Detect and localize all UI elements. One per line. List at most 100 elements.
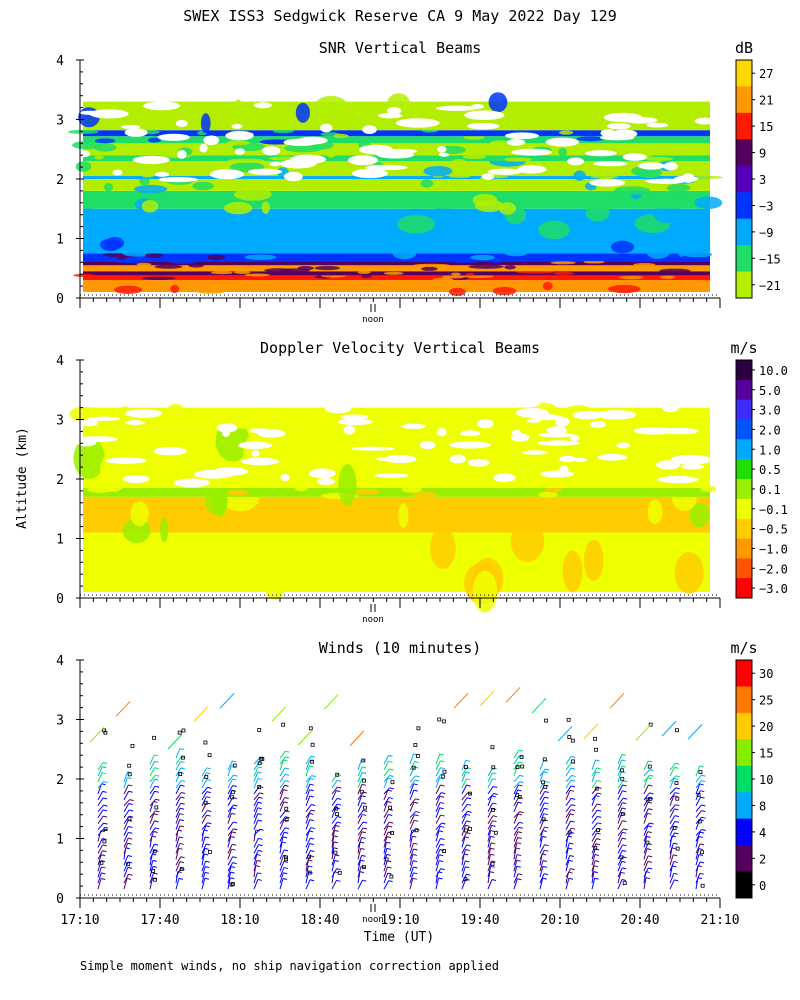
wind-barb-flag: [151, 835, 157, 838]
wind-barb: [253, 829, 257, 842]
wind-barb-flag: [102, 797, 108, 800]
wind-barb: [409, 829, 413, 842]
wind-barb-flag: [466, 820, 471, 823]
wind-barb-flag: [128, 837, 133, 840]
wind-barb: [175, 761, 182, 771]
wind-barb-flag: [490, 853, 495, 856]
calm-marker: [648, 722, 653, 727]
wind-barb-flag: [154, 778, 159, 781]
wind-barb: [149, 791, 156, 801]
wind-barb-flag: [258, 849, 263, 852]
calm-marker: [491, 765, 496, 770]
snr-blob: [516, 270, 554, 274]
wind-barb-flag: [334, 829, 339, 832]
wind-barb: [453, 692, 469, 709]
wind-barb: [305, 859, 309, 872]
snr-blob: [538, 220, 570, 240]
snr-blob: [610, 240, 635, 254]
wind-barb: [383, 880, 390, 890]
wind-barb-flag: [517, 789, 522, 792]
calm-marker: [566, 717, 571, 722]
wind-barb-flag: [206, 814, 211, 817]
snr-blob: [466, 272, 475, 276]
snr-gap: [209, 169, 245, 180]
wind-barb: [409, 802, 415, 812]
wind-barb: [617, 879, 623, 890]
snr-blob: [94, 155, 104, 160]
wind-barb: [669, 795, 675, 806]
wind-barb: [279, 759, 285, 771]
wind-barb-flag: [467, 810, 472, 813]
calm-marker: [645, 797, 650, 802]
snr-blob: [643, 156, 674, 161]
snr-blob: [103, 183, 114, 192]
snr-colorbar-label: −3: [759, 199, 773, 213]
snr-gap: [290, 154, 327, 164]
wind-barb-flag: [440, 868, 445, 871]
wind-barb: [149, 798, 156, 807]
wind-barb-flag: [361, 795, 366, 798]
wind-barb: [383, 768, 390, 777]
wind-barb-flag: [337, 786, 342, 789]
wind-barb-flag: [128, 784, 133, 787]
winds-colorbar-label: 25: [759, 694, 773, 708]
doppler-gap: [251, 450, 260, 457]
calm-marker: [464, 828, 468, 833]
doppler-layer: [83, 487, 710, 497]
wind-barb: [383, 866, 388, 878]
wind-barb-flag: [257, 807, 262, 810]
wind-barb-flag: [518, 796, 523, 799]
wind-barb-flag: [127, 866, 132, 869]
wind-barb-flag: [179, 861, 185, 864]
wind-barb-flag: [152, 865, 157, 868]
snr-layer: [83, 136, 710, 144]
wind-barb-flag: [205, 866, 210, 869]
wind-barb-flag: [596, 767, 601, 770]
wind-barb-flag: [673, 777, 679, 780]
doppler-colorbar-label: −0.1: [759, 503, 788, 517]
wind-barb-flag: [623, 780, 628, 783]
calm-marker: [230, 795, 234, 800]
wind-barb: [253, 797, 260, 807]
wind-barb-flag: [568, 877, 574, 880]
doppler-gap: [419, 440, 436, 450]
wind-barb-flag: [179, 842, 184, 845]
wind-barb: [305, 789, 311, 800]
wind-barb-flag: [621, 759, 626, 762]
snr-gap: [177, 150, 187, 159]
snr-layer: [83, 190, 710, 209]
wind-barb: [305, 760, 311, 771]
wind-barb: [305, 879, 311, 890]
wind-barb: [175, 756, 182, 765]
wind-barb-flag: [232, 778, 237, 781]
doppler-gap: [467, 458, 490, 467]
snr-y-tick-label: 4: [56, 54, 64, 69]
calm-marker: [442, 769, 447, 774]
wind-barb: [279, 861, 285, 872]
wind-barb-flag: [544, 796, 549, 799]
calm-marker: [541, 817, 546, 822]
wind-barb-flag: [127, 777, 132, 780]
wind-barb: [461, 844, 468, 854]
wind-barb: [123, 809, 130, 818]
wind-barb: [175, 780, 182, 789]
wind-barb-flag: [412, 860, 418, 863]
wind-barb: [383, 842, 387, 854]
wind-barb: [643, 877, 647, 890]
snr-blob: [114, 285, 143, 294]
wind-barb: [331, 860, 336, 872]
panel-doppler: Doppler Velocity Vertical Beams 0 1 2 3 4 noon…: [56, 339, 788, 625]
wind-barb: [97, 772, 103, 783]
wind-barb-flag: [413, 783, 418, 786]
doppler-gap: [383, 454, 417, 464]
snr-y-tick-label: 0: [56, 292, 64, 307]
wind-barb: [461, 797, 468, 807]
snr-gap: [89, 109, 129, 119]
wind-barb: [97, 766, 103, 777]
wind-barb: [513, 749, 520, 759]
wind-barb: [279, 867, 285, 878]
calm-marker: [620, 768, 625, 773]
wind-barb-flag: [673, 872, 678, 875]
calm-marker: [675, 728, 679, 733]
wind-barb: [565, 798, 572, 807]
